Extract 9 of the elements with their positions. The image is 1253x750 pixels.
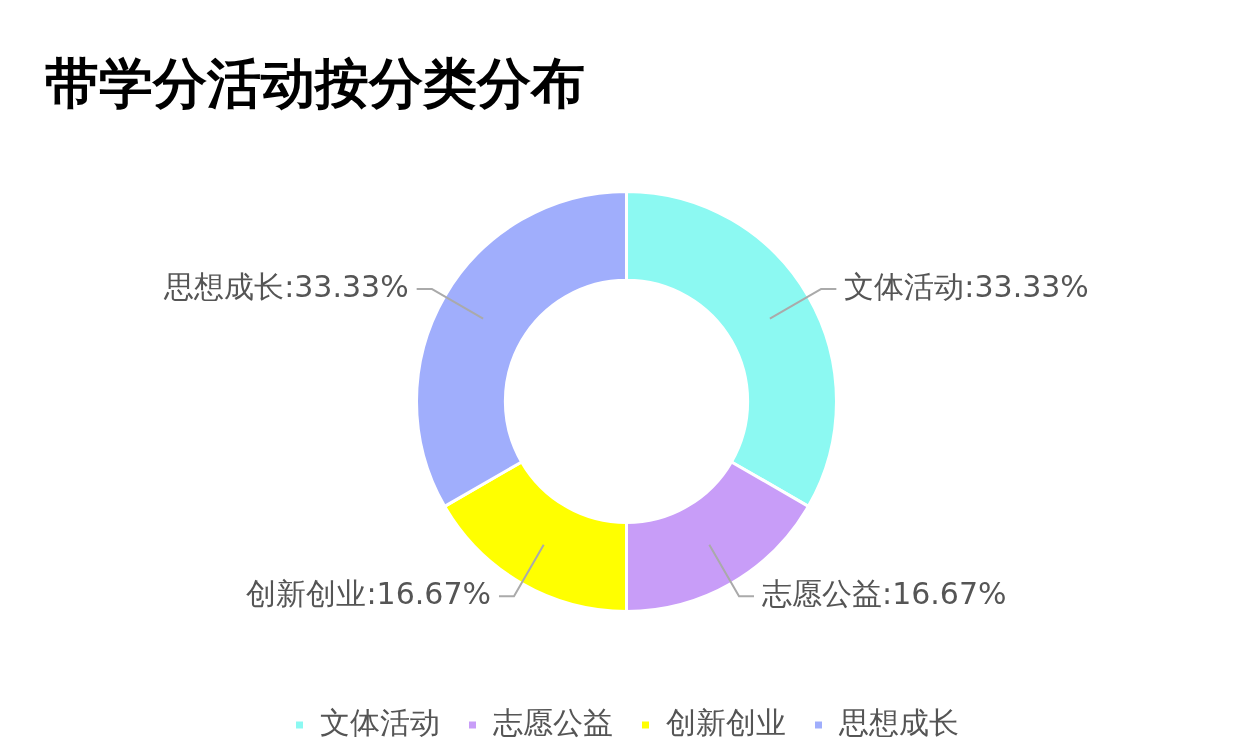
chart-title: 带学分活动按分类分布 [45,52,585,116]
data-label: 文体活动:33.33% [844,268,1089,304]
data-label: 创新创业:16.67% [246,576,491,612]
legend-label: 志愿公益 [492,704,613,740]
legend-label: 思想成长 [837,704,959,740]
legend-label: 创新创业 [665,704,786,740]
data-label: 志愿公益:16.67% [762,576,1007,612]
legend-label: 文体活动 [319,704,440,740]
data-label: 思想成长:33.33% [163,268,409,304]
